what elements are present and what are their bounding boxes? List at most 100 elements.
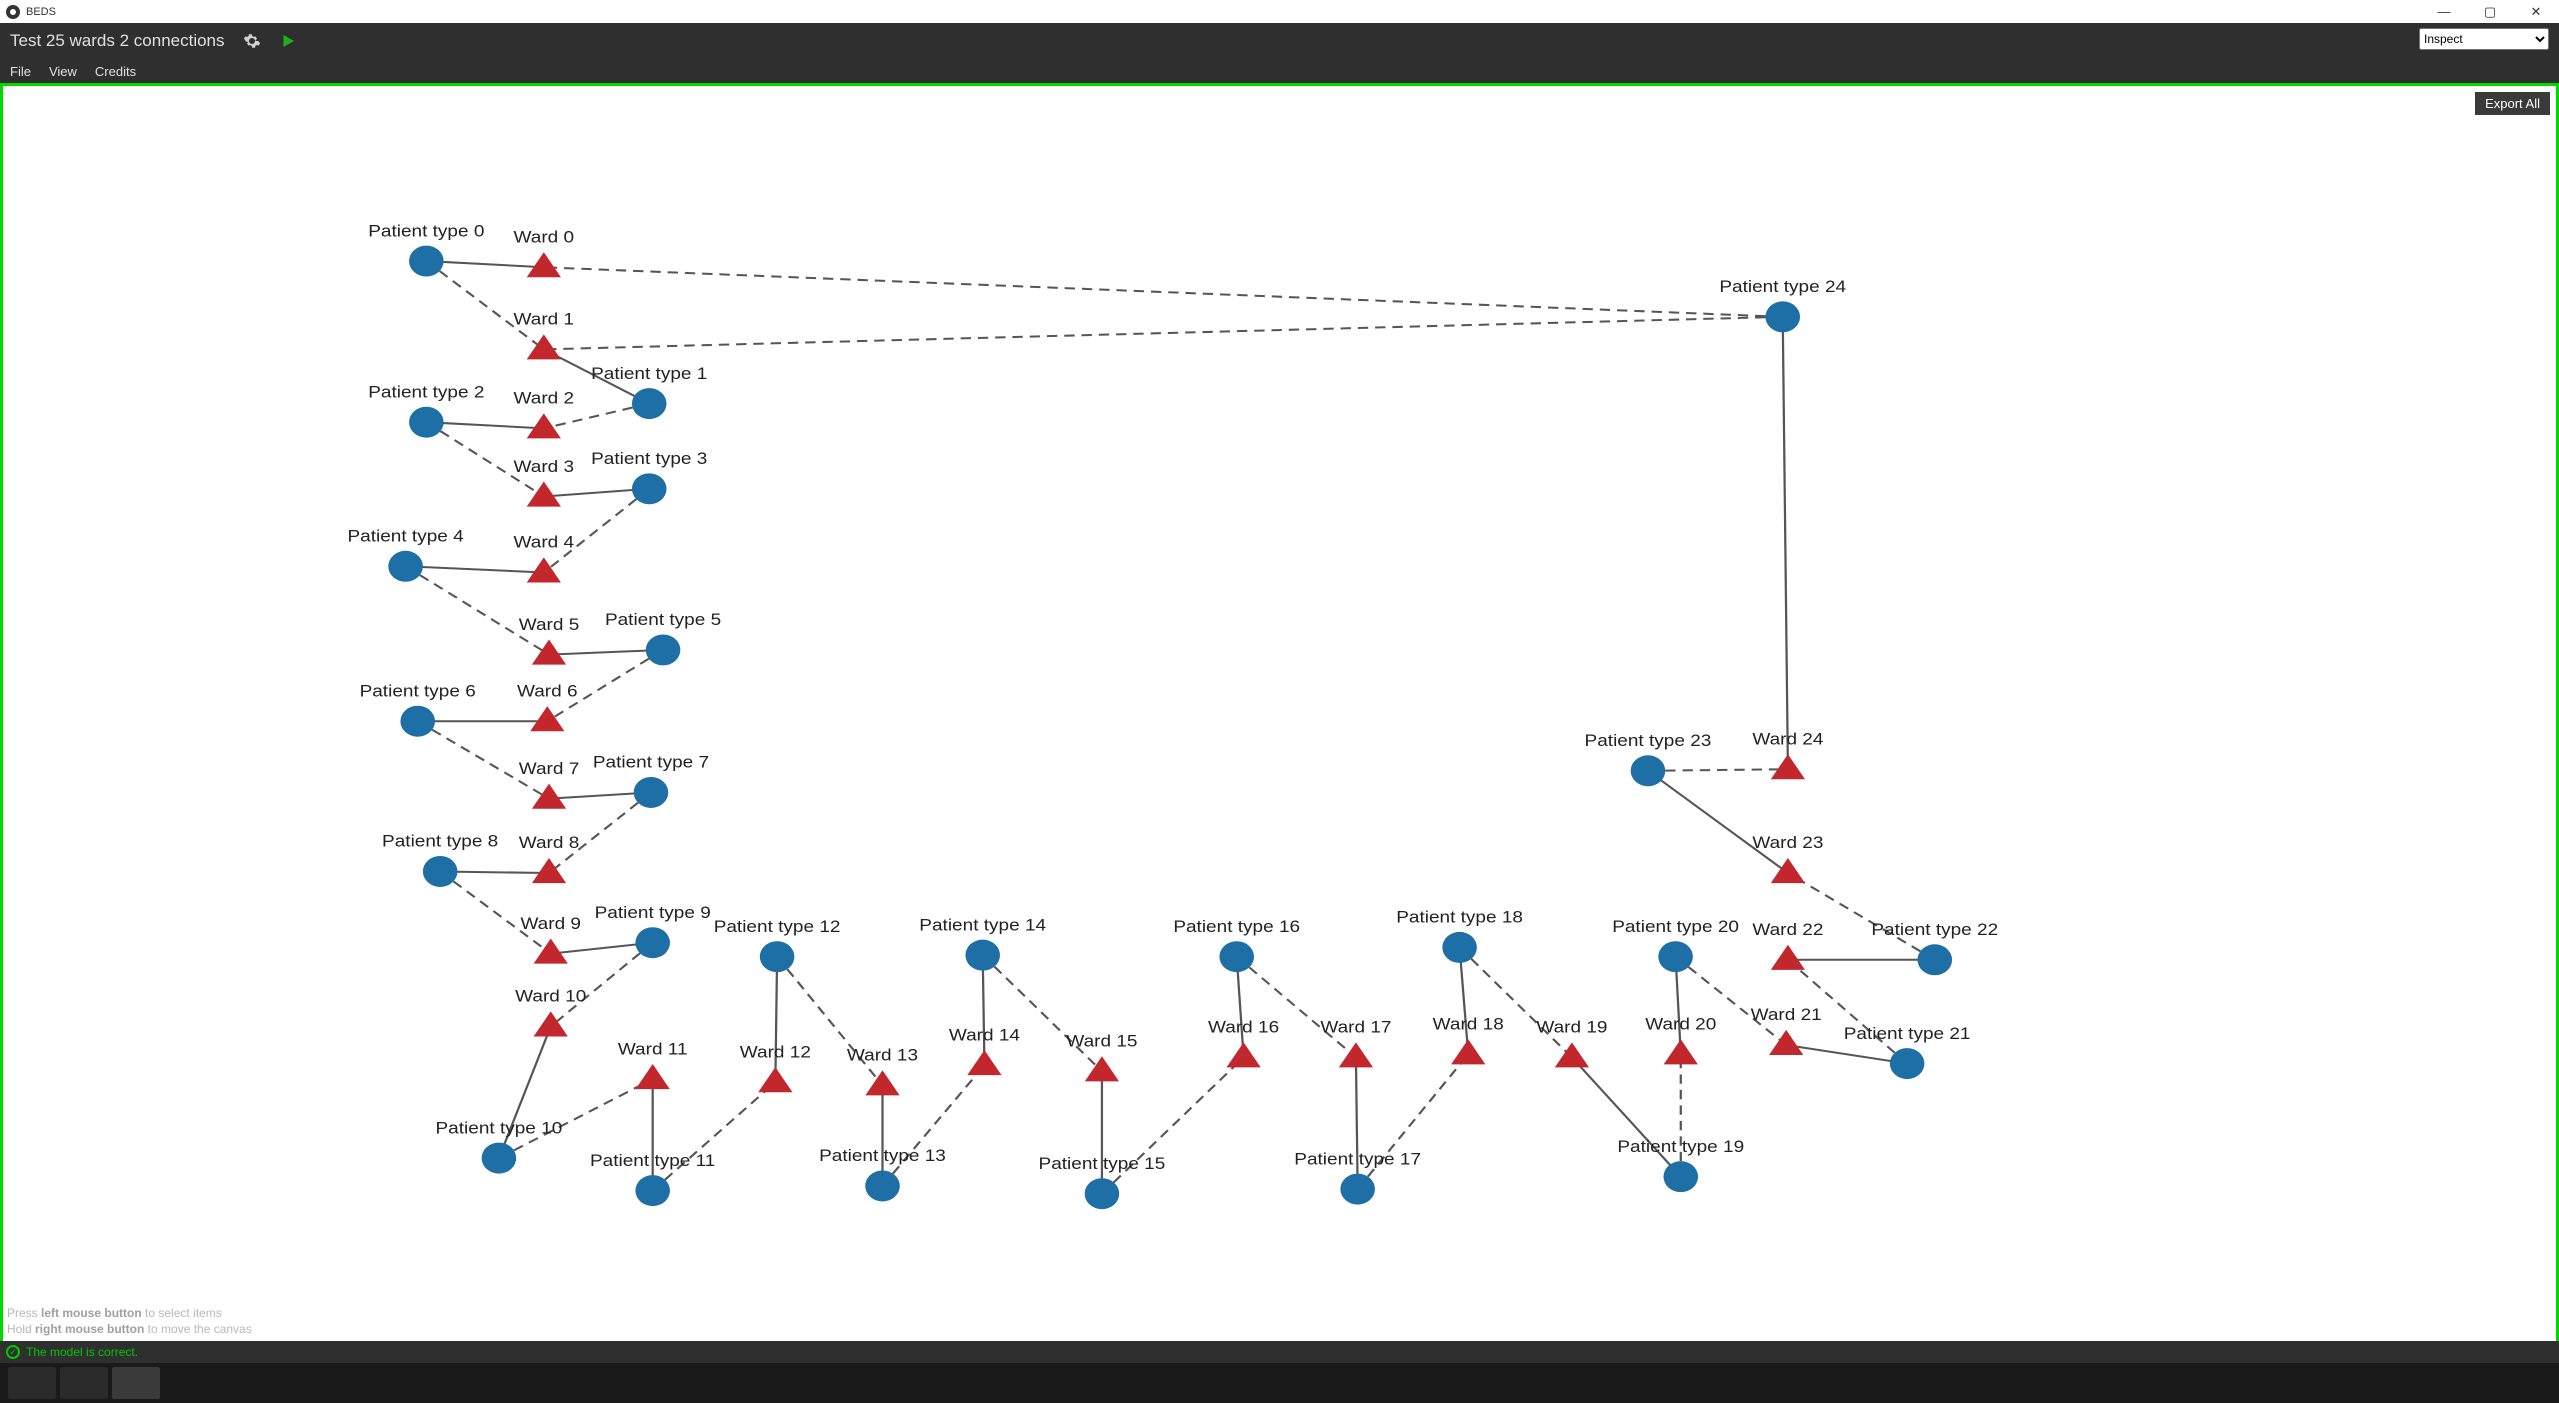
edge[interactable] <box>440 871 551 953</box>
menu-credits[interactable]: Credits <box>95 64 136 79</box>
patient-node[interactable] <box>1663 1161 1698 1192</box>
ward-node[interactable] <box>527 334 561 359</box>
edge[interactable] <box>983 955 1102 1071</box>
inspect-select[interactable]: Inspect <box>2419 28 2549 50</box>
patient-node[interactable] <box>409 246 444 277</box>
settings-button[interactable] <box>243 32 261 50</box>
ward-label: Ward 12 <box>740 1042 811 1061</box>
taskbar-item[interactable] <box>8 1367 56 1399</box>
patient-node[interactable] <box>635 1175 670 1206</box>
ward-label: Ward 19 <box>1536 1017 1607 1036</box>
edge[interactable] <box>1237 957 1356 1058</box>
ward-node[interactable] <box>534 1011 568 1036</box>
patient-node[interactable] <box>1340 1174 1375 1205</box>
patient-node[interactable] <box>1765 301 1800 332</box>
edge[interactable] <box>406 566 549 654</box>
patient-node[interactable] <box>760 941 795 972</box>
patient-node[interactable] <box>635 927 670 958</box>
ward-node[interactable] <box>758 1067 792 1092</box>
ward-node[interactable] <box>1664 1039 1698 1064</box>
canvas-area[interactable]: Export All Ward 0Ward 1Ward 2Ward 3Ward … <box>0 83 2559 1341</box>
patient-label: Patient type 12 <box>714 917 841 936</box>
patient-node[interactable] <box>1917 944 1952 975</box>
ward-node[interactable] <box>636 1064 670 1089</box>
os-app-name: BEDS <box>26 6 56 18</box>
patient-label: Patient type 16 <box>1173 917 1300 936</box>
ward-node[interactable] <box>527 557 561 582</box>
edge[interactable] <box>1460 947 1572 1057</box>
edge[interactable] <box>1783 317 1788 769</box>
edge[interactable] <box>653 1082 776 1190</box>
window-maximize-button[interactable]: ▢ <box>2467 0 2513 23</box>
edge[interactable] <box>426 261 543 267</box>
patient-label: Patient type 14 <box>919 915 1046 934</box>
ward-node[interactable] <box>530 706 564 731</box>
menu-file[interactable]: File <box>10 64 31 79</box>
ward-node[interactable] <box>1451 1039 1485 1064</box>
menu-bar: File View Credits <box>0 59 2559 83</box>
graph-canvas[interactable]: Ward 0Ward 1Ward 2Ward 3Ward 4Ward 5Ward… <box>3 86 2559 1344</box>
window-close-button[interactable]: ✕ <box>2513 0 2559 23</box>
edge[interactable] <box>882 1065 984 1186</box>
run-button[interactable] <box>279 32 297 50</box>
patient-node[interactable] <box>965 940 1000 971</box>
ward-node[interactable] <box>527 481 561 506</box>
patient-node[interactable] <box>423 856 458 887</box>
ward-node[interactable] <box>534 939 568 964</box>
os-taskbar[interactable] <box>0 1363 2559 1403</box>
taskbar-item[interactable] <box>60 1367 108 1399</box>
patient-node[interactable] <box>400 706 435 737</box>
edge[interactable] <box>1460 947 1469 1054</box>
patient-node[interactable] <box>482 1143 517 1174</box>
edge[interactable] <box>1102 1057 1244 1193</box>
ward-node[interactable] <box>1769 1030 1803 1055</box>
edge[interactable] <box>544 267 1783 317</box>
patient-node[interactable] <box>1219 941 1254 972</box>
edge[interactable] <box>1648 769 1788 771</box>
patient-node[interactable] <box>865 1170 900 1201</box>
patient-node[interactable] <box>1631 755 1666 786</box>
edge[interactable] <box>406 566 544 572</box>
patient-node[interactable] <box>1658 941 1693 972</box>
edge[interactable] <box>983 955 985 1065</box>
edge[interactable] <box>499 1026 551 1158</box>
edge[interactable] <box>777 957 882 1086</box>
ward-node[interactable] <box>865 1070 899 1095</box>
ward-node[interactable] <box>532 784 566 809</box>
patient-node[interactable] <box>1442 932 1477 963</box>
patient-node[interactable] <box>1085 1178 1120 1209</box>
ward-node[interactable] <box>527 252 561 277</box>
export-all-button[interactable]: Export All <box>2475 92 2550 115</box>
taskbar-item[interactable] <box>112 1367 160 1399</box>
ward-node[interactable] <box>1771 754 1805 779</box>
ward-node[interactable] <box>1227 1042 1261 1067</box>
edge[interactable] <box>544 317 1783 350</box>
play-icon <box>279 32 297 50</box>
patient-node[interactable] <box>409 407 444 438</box>
patient-node[interactable] <box>632 388 667 419</box>
ward-node[interactable] <box>532 858 566 883</box>
edge[interactable] <box>426 422 543 428</box>
edge[interactable] <box>426 261 543 349</box>
window-minimize-button[interactable]: — <box>2421 0 2467 23</box>
edge[interactable] <box>1358 1054 1469 1189</box>
patient-node[interactable] <box>634 777 669 808</box>
patient-node[interactable] <box>388 551 423 582</box>
ward-node[interactable] <box>532 640 566 665</box>
ward-node[interactable] <box>1771 858 1805 883</box>
edge[interactable] <box>775 957 777 1082</box>
ward-node[interactable] <box>1771 945 1805 970</box>
edge[interactable] <box>1788 873 1935 960</box>
ward-node[interactable] <box>967 1050 1001 1075</box>
edge[interactable] <box>1356 1057 1358 1189</box>
patient-node[interactable] <box>1890 1048 1925 1079</box>
menu-view[interactable]: View <box>49 64 77 79</box>
edge[interactable] <box>544 489 649 573</box>
patient-label: Patient type 5 <box>605 610 721 629</box>
ward-node[interactable] <box>1555 1042 1589 1067</box>
edge[interactable] <box>551 943 653 1027</box>
edge[interactable] <box>1648 771 1788 873</box>
edge[interactable] <box>1572 1057 1681 1176</box>
patient-node[interactable] <box>646 634 681 665</box>
patient-node[interactable] <box>632 473 667 504</box>
